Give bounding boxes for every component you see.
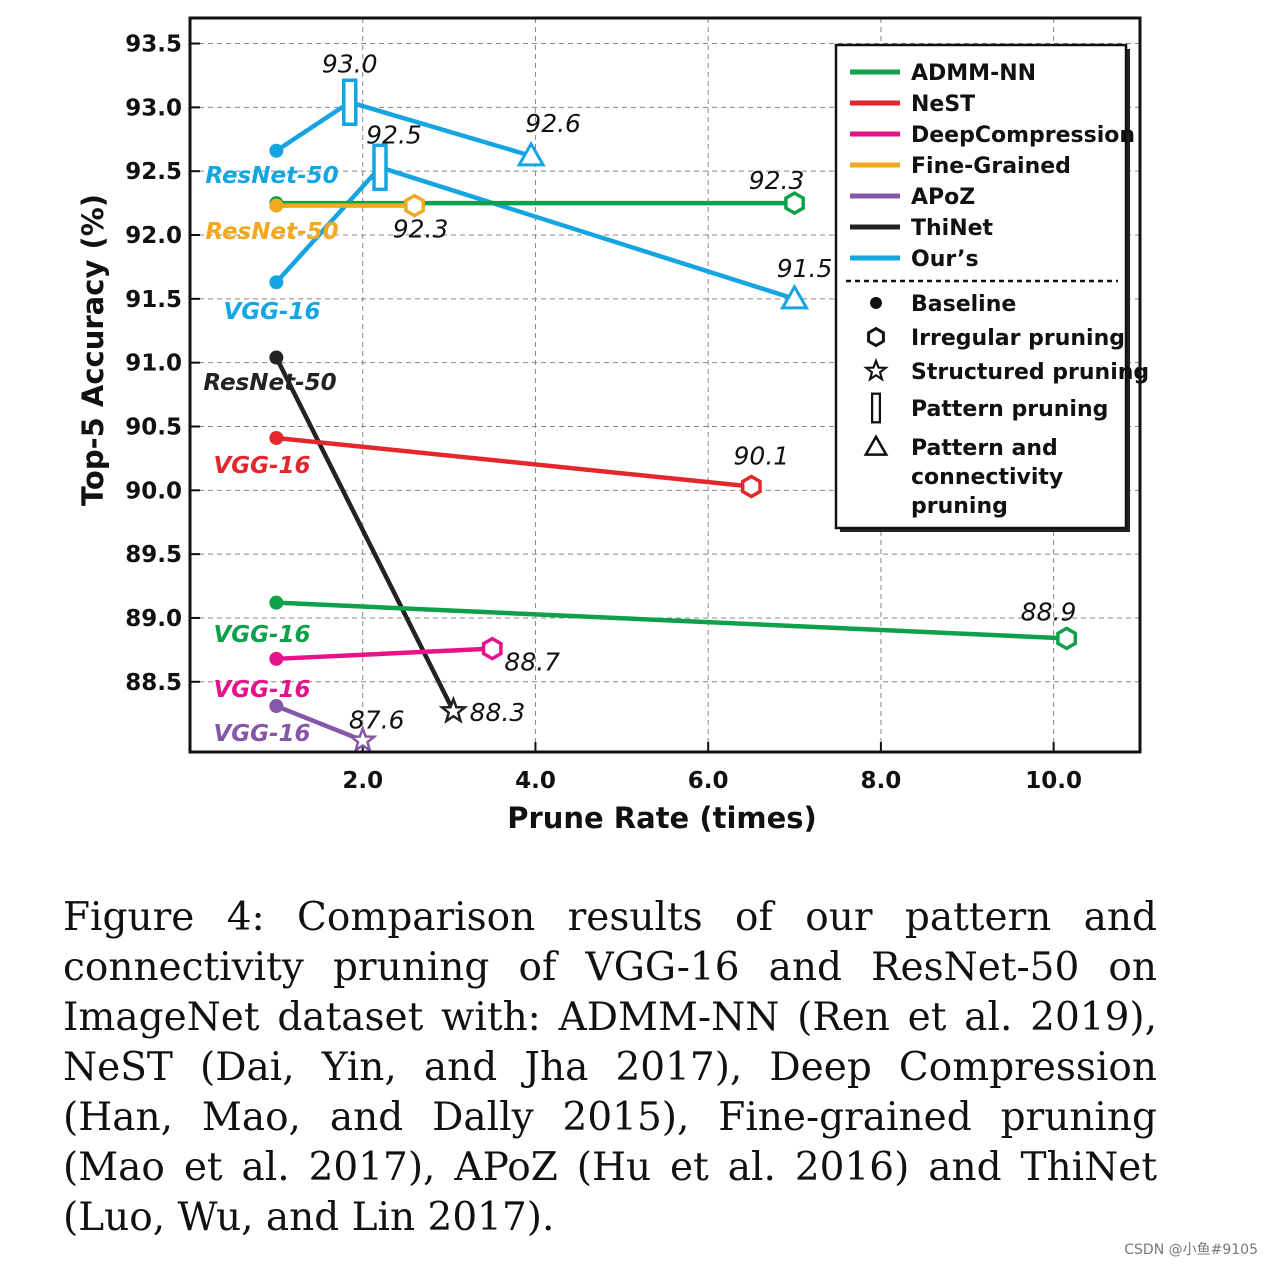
y-tick-label: 92.5	[125, 159, 182, 185]
irregular-pruning-marker	[481, 636, 503, 661]
baseline-marker	[870, 297, 882, 309]
baseline-marker	[269, 651, 284, 666]
x-tick-label: 10.0	[1025, 768, 1082, 794]
baseline-marker	[269, 198, 284, 213]
series-line	[276, 600, 1067, 641]
structured-pruning-marker	[347, 724, 378, 754]
y-axis-title: Top-5 Accuracy (%)	[76, 194, 110, 506]
series-line	[275, 703, 364, 743]
figure-caption: Figure 4: Comparison results of our patt…	[63, 895, 1157, 1240]
point-label: 92.3	[393, 215, 449, 244]
model-label: ResNet-50	[205, 163, 338, 189]
baseline-marker	[269, 275, 284, 290]
legend-label: Our’s	[911, 247, 979, 272]
baseline-marker	[269, 430, 284, 445]
model-label: ResNet-50	[203, 370, 336, 396]
y-tick-label: 91.5	[125, 287, 182, 313]
point-label: 91.5	[777, 254, 833, 283]
legend-label: Baseline	[911, 292, 1016, 317]
point-label: 88.3	[470, 698, 526, 727]
point-labels: 93.0 92.6 92.5 91.5 92.3 92.3 88.3 90.1 88.9 88.7…	[322, 49, 1076, 734]
series-line	[276, 435, 752, 489]
irregular-pruning-marker	[404, 193, 425, 218]
legend-label: NeST	[911, 92, 975, 117]
point-label: 88.7	[504, 648, 560, 677]
x-tick-label: 6.0	[688, 768, 729, 794]
watermark: CSDN @小鱼#9105	[1124, 1242, 1258, 1258]
y-tick-label: 92.0	[125, 223, 182, 249]
y-tick-label: 89.5	[125, 542, 182, 568]
legend-label: Pattern and	[911, 436, 1058, 461]
point-label: 92.6	[525, 109, 581, 138]
legend-label: Fine-Grained	[911, 154, 1071, 179]
model-label: VGG-16	[213, 721, 310, 747]
legend-label: Structured pruning	[911, 360, 1149, 385]
point-label: 93.0	[322, 49, 378, 78]
y-tick-label: 88.5	[125, 670, 182, 696]
model-label: VGG-16	[223, 299, 320, 325]
legend-label: ADMM-NN	[911, 61, 1036, 86]
legend-label: pruning	[911, 494, 1008, 519]
x-axis-title: Prune Rate (times)	[507, 801, 817, 835]
legend-label: ThiNet	[911, 216, 994, 241]
series-line	[276, 646, 493, 662]
legend-label: Irregular pruning	[911, 326, 1125, 351]
series-markers	[269, 78, 1078, 754]
y-tick-label: 93.5	[125, 32, 182, 58]
baseline-marker	[269, 350, 284, 365]
pattern-pruning-marker	[342, 78, 358, 127]
x-tick-label: 8.0	[861, 768, 902, 794]
irregular-pruning-marker	[784, 191, 805, 216]
structured-pruning-marker	[863, 357, 889, 382]
model-label: VGG-16	[213, 677, 310, 703]
legend-label: DeepCompression	[911, 123, 1135, 148]
irregular-pruning-marker	[740, 474, 762, 499]
plot-frame	[188, 16, 1142, 754]
x-tick-label: 4.0	[515, 768, 556, 794]
point-label: 90.1	[734, 441, 790, 470]
y-tick-label: 91.0	[125, 351, 182, 377]
model-label: VGG-16	[213, 622, 310, 648]
irregular-pruning-marker	[867, 326, 885, 348]
pattern-pruning-marker	[372, 143, 388, 192]
model-label: ResNet-50	[205, 219, 338, 245]
pattern-pruning-marker	[870, 392, 882, 424]
y-tick-label: 90.5	[125, 414, 182, 440]
tick-labels: 88.589.089.590.090.591.091.592.092.593.0…	[125, 32, 1082, 794]
legend: ADMM-NN NeST DeepCompression Fine-Grained AP…	[834, 43, 1149, 532]
y-tick-label: 93.0	[125, 95, 182, 121]
x-tick-label: 2.0	[342, 768, 383, 794]
baseline-marker	[269, 595, 284, 610]
y-tick-label: 89.0	[125, 606, 182, 632]
baseline-marker	[269, 699, 284, 714]
pattern-connectivity-marker	[516, 140, 546, 167]
legend-label: APoZ	[911, 185, 975, 210]
baseline-marker	[269, 143, 284, 158]
legend-label: connectivity	[911, 465, 1063, 490]
chart: 93.0 92.6 92.5 91.5 92.3 92.3 88.3 90.1 88.9 88.7…	[76, 16, 1149, 835]
irregular-pruning-marker	[1056, 626, 1078, 651]
model-labels: ResNet-50 VGG-16 ResNet-50 ResNet-50 VGG-16 V…	[203, 163, 338, 747]
structured-pruning-marker	[438, 695, 469, 724]
pattern-connectivity-marker	[779, 283, 810, 310]
model-label: VGG-16	[213, 453, 310, 479]
point-label: 87.6	[349, 706, 405, 735]
legend-label: Pattern pruning	[911, 397, 1108, 422]
y-tick-label: 90.0	[125, 478, 182, 504]
point-label: 92.5	[366, 120, 422, 149]
legend-box	[834, 43, 1128, 530]
point-label: 92.3	[749, 166, 805, 195]
point-label: 88.9	[1021, 597, 1077, 626]
pattern-connectivity-marker	[863, 434, 889, 456]
